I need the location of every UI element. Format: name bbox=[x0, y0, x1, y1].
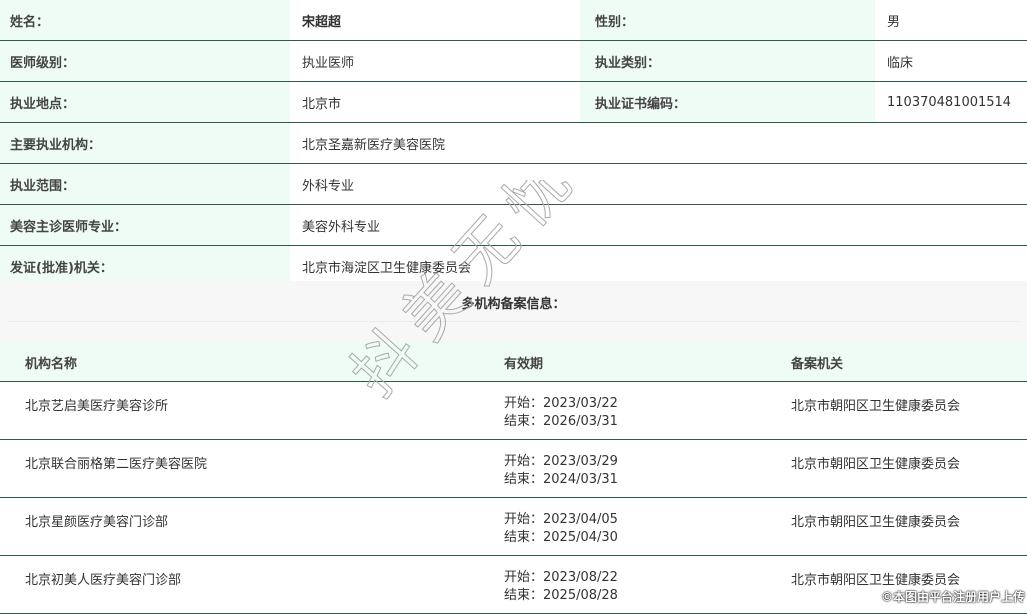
info-label: 执业类别： bbox=[580, 41, 875, 81]
validity-period: 开始：2023/03/22 结束：2026/03/31 bbox=[504, 395, 618, 431]
header-agency: 备案机关 bbox=[791, 357, 844, 372]
table-row: 北京星颜医疗美容门诊部 开始：2023/04/05 结束：2025/04/30 北… bbox=[0, 498, 1027, 556]
info-row: 发证(批准)机关： 北京市海淀区卫生健康委员会 bbox=[0, 246, 1027, 287]
info-value: 美容外科专业 bbox=[290, 205, 1027, 245]
info-row: 姓名： 宋超超 性别：男 bbox=[0, 0, 1027, 41]
table-row: 北京联合丽格第二医疗美容医院 开始：2023/03/29 结束：2024/03/3… bbox=[0, 440, 1027, 498]
info-row: 执业范围： 外科专业 bbox=[0, 164, 1027, 205]
start-date: 开始：2023/08/22 bbox=[504, 570, 618, 585]
validity-period: 开始：2023/03/29 结束：2024/03/31 bbox=[504, 453, 618, 489]
info-label: 美容主诊医师专业： bbox=[0, 205, 290, 245]
filing-agency: 北京市朝阳区卫生健康委员会 bbox=[791, 573, 961, 588]
info-label: 执业范围： bbox=[0, 164, 290, 204]
copyright-notice: ©本图由平台注册用户上传 bbox=[880, 590, 1025, 604]
table-header: 机构名称 有效期 备案机关 bbox=[0, 341, 1027, 382]
validity-period: 开始：2023/08/22 结束：2025/08/28 bbox=[504, 569, 618, 605]
info-label: 姓名： bbox=[0, 0, 290, 40]
info-value: 临床 bbox=[875, 41, 1027, 81]
validity-period: 开始：2023/04/05 结束：2025/04/30 bbox=[504, 511, 618, 547]
filing-agency: 北京市朝阳区卫生健康委员会 bbox=[791, 515, 961, 530]
end-date: 结束：2024/03/31 bbox=[504, 472, 618, 487]
info-value: 执业医师 bbox=[290, 41, 580, 81]
info-row: 医师级别： 执业医师 执业类别： 临床 bbox=[0, 41, 1027, 82]
institution-name: 北京初美人医疗美容门诊部 bbox=[25, 573, 182, 588]
header-validity: 有效期 bbox=[504, 357, 544, 372]
table-row: 北京初美人医疗美容门诊部 开始：2023/08/22 结束：2025/08/28 … bbox=[0, 556, 1027, 614]
info-value: 北京市海淀区卫生健康委员会 bbox=[290, 246, 1027, 286]
end-date: 结束：2026/03/31 bbox=[504, 414, 618, 429]
institution-name: 北京联合丽格第二医疗美容医院 bbox=[25, 457, 208, 472]
filing-agency: 北京市朝阳区卫生健康委员会 bbox=[791, 457, 961, 472]
info-label: 执业证书编码： bbox=[580, 82, 875, 122]
header-name: 机构名称 bbox=[25, 357, 78, 372]
info-row: 主要执业机构： 北京圣嘉新医疗美容医院 bbox=[0, 123, 1027, 164]
section-header: 多机构备案信息： bbox=[0, 281, 1027, 341]
start-date: 开始：2023/04/05 bbox=[504, 512, 618, 527]
section-title: 多机构备案信息： bbox=[461, 297, 566, 312]
info-label: 发证(批准)机关： bbox=[0, 246, 290, 286]
info-row: 美容主诊医师专业： 美容外科专业 bbox=[0, 205, 1027, 246]
divider bbox=[8, 321, 1019, 322]
start-date: 开始：2023/03/22 bbox=[504, 396, 618, 411]
institution-name: 北京艺启美医疗美容诊所 bbox=[25, 399, 169, 414]
institution-name: 北京星颜医疗美容门诊部 bbox=[25, 515, 169, 530]
info-value: 北京市 bbox=[290, 82, 580, 122]
info-label: 主要执业机构： bbox=[0, 123, 290, 163]
end-date: 结束：2025/08/28 bbox=[504, 588, 618, 603]
info-label: 性别： bbox=[580, 0, 875, 40]
info-value: 宋超超 bbox=[290, 0, 580, 40]
info-label: 执业地点： bbox=[0, 82, 290, 122]
info-label: 医师级别： bbox=[0, 41, 290, 81]
info-row: 执业地点： 北京市 执业证书编码： 110370481001514 bbox=[0, 82, 1027, 123]
info-value: 外科专业 bbox=[290, 164, 1027, 204]
start-date: 开始：2023/03/29 bbox=[504, 454, 618, 469]
info-value: 男 bbox=[875, 0, 1027, 40]
table-row: 北京艺启美医疗美容诊所 开始：2023/03/22 结束：2026/03/31 北… bbox=[0, 382, 1027, 440]
filing-agency: 北京市朝阳区卫生健康委员会 bbox=[791, 399, 961, 414]
info-value: 北京圣嘉新医疗美容医院 bbox=[290, 123, 1027, 163]
end-date: 结束：2025/04/30 bbox=[504, 530, 618, 545]
info-value: 110370481001514 bbox=[875, 82, 1027, 122]
